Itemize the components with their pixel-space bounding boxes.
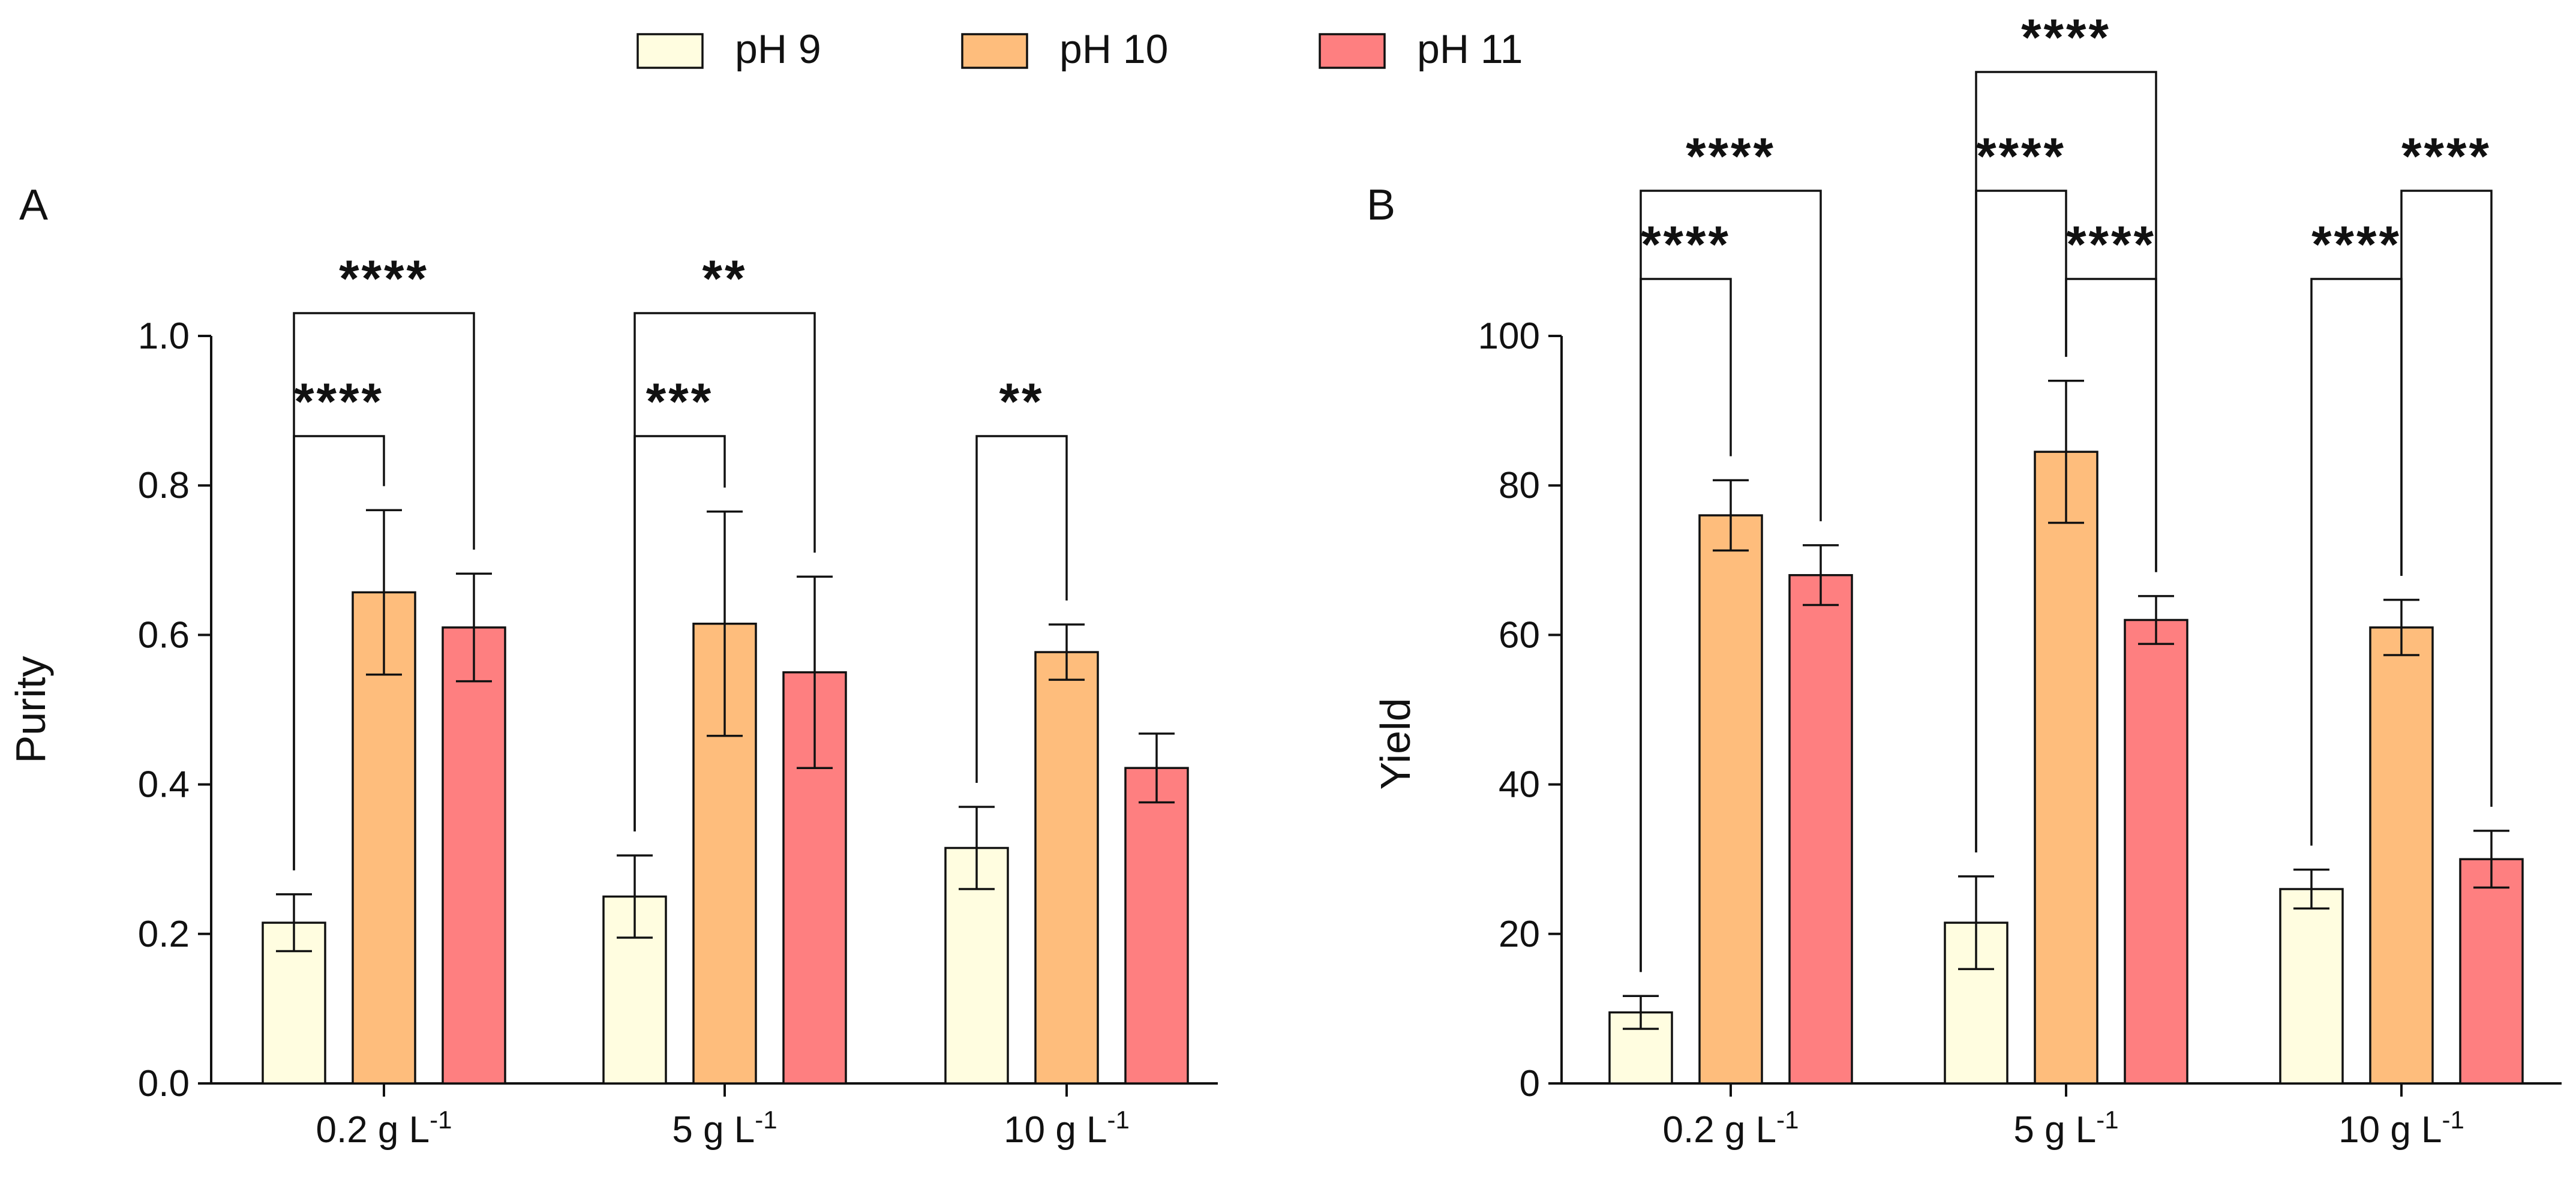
x-tick-label: 5 g L-1 (672, 1106, 777, 1151)
bar-ph9 (2279, 888, 2344, 1085)
legend-swatch-2 (961, 33, 1028, 69)
y-tick-label: 0.6 (138, 614, 190, 656)
significance-bracket (975, 435, 1068, 783)
bar-ph10 (1034, 651, 1099, 1085)
y-tick-label: 0 (1520, 1063, 1540, 1104)
bar-ph11 (1788, 574, 1853, 1085)
significance-bracket (1975, 71, 2157, 852)
significance-label: ** (999, 373, 1044, 431)
x-tick-label: 0.2 g L-1 (1663, 1106, 1799, 1151)
bar-ph10 (1698, 514, 1763, 1085)
significance-bracket (1640, 190, 1822, 972)
bar-ph10 (2369, 626, 2434, 1085)
y-tick-label: 1.0 (138, 316, 190, 357)
significance-label: **** (1686, 128, 1776, 185)
x-tick-label: 10 g L-1 (2338, 1106, 2464, 1151)
significance-label: **** (2021, 9, 2111, 67)
significance-bracket (2400, 190, 2493, 807)
y-tick-label: 20 (1499, 914, 1540, 955)
significance-label: ** (702, 250, 747, 308)
significance-label: *** (646, 373, 713, 431)
y-tick-label: 0.2 (138, 914, 190, 955)
y-axis-title: Yield (1372, 698, 1419, 789)
significance-bracket (293, 312, 475, 870)
bar-ph11 (1124, 767, 1189, 1085)
bar-ph10 (2034, 451, 2098, 1085)
legend-swatch-3 (1319, 33, 1386, 69)
x-tick-label: 0.2 g L-1 (316, 1106, 452, 1151)
y-tick-label: 0.0 (138, 1063, 190, 1104)
y-tick-label: 0.4 (138, 764, 190, 806)
legend-label-2: pH 10 (1059, 26, 1168, 72)
significance-label: **** (294, 373, 384, 431)
y-tick-label: 0.8 (138, 465, 190, 506)
panel-label: B (1367, 181, 1395, 229)
legend-swatch-1 (637, 33, 704, 69)
legend-label-3: pH 11 (1417, 26, 1523, 72)
bar-ph11 (442, 626, 506, 1085)
y-axis-title: Purity (7, 656, 54, 764)
x-tick-label: 5 g L-1 (2013, 1106, 2118, 1151)
significance-label: **** (1641, 216, 1731, 274)
panel-a: A Purity 0.0 0.2 0.4 0.6 0.8 1.0 0.2 g L-1 5 g L-… (7, 181, 1218, 1151)
y-tick-label: 80 (1499, 465, 1540, 506)
significance-bracket (634, 312, 816, 831)
significance-label: **** (339, 250, 429, 308)
x-tick-label: 10 g L-1 (1004, 1106, 1130, 1151)
panel-label: A (19, 181, 48, 229)
y-tick-label: 100 (1478, 316, 1540, 357)
significance-label: **** (1976, 128, 2066, 185)
y-tick-label: 40 (1499, 764, 1540, 806)
significance-label: **** (2311, 216, 2401, 274)
bar-ph11 (2124, 618, 2188, 1085)
y-tick-label: 60 (1499, 614, 1540, 656)
bar-ph11 (2459, 858, 2524, 1085)
panel-b: B Yield 0 20 40 60 80 100 0.2 g L-1 5 g L-1 10 g L… (1367, 9, 2562, 1151)
legend-label-1: pH 9 (735, 26, 821, 72)
significance-label: **** (2401, 128, 2491, 185)
legend: pH 9 pH 10 pH 11 (637, 26, 1523, 72)
significance-label: **** (2066, 216, 2156, 274)
